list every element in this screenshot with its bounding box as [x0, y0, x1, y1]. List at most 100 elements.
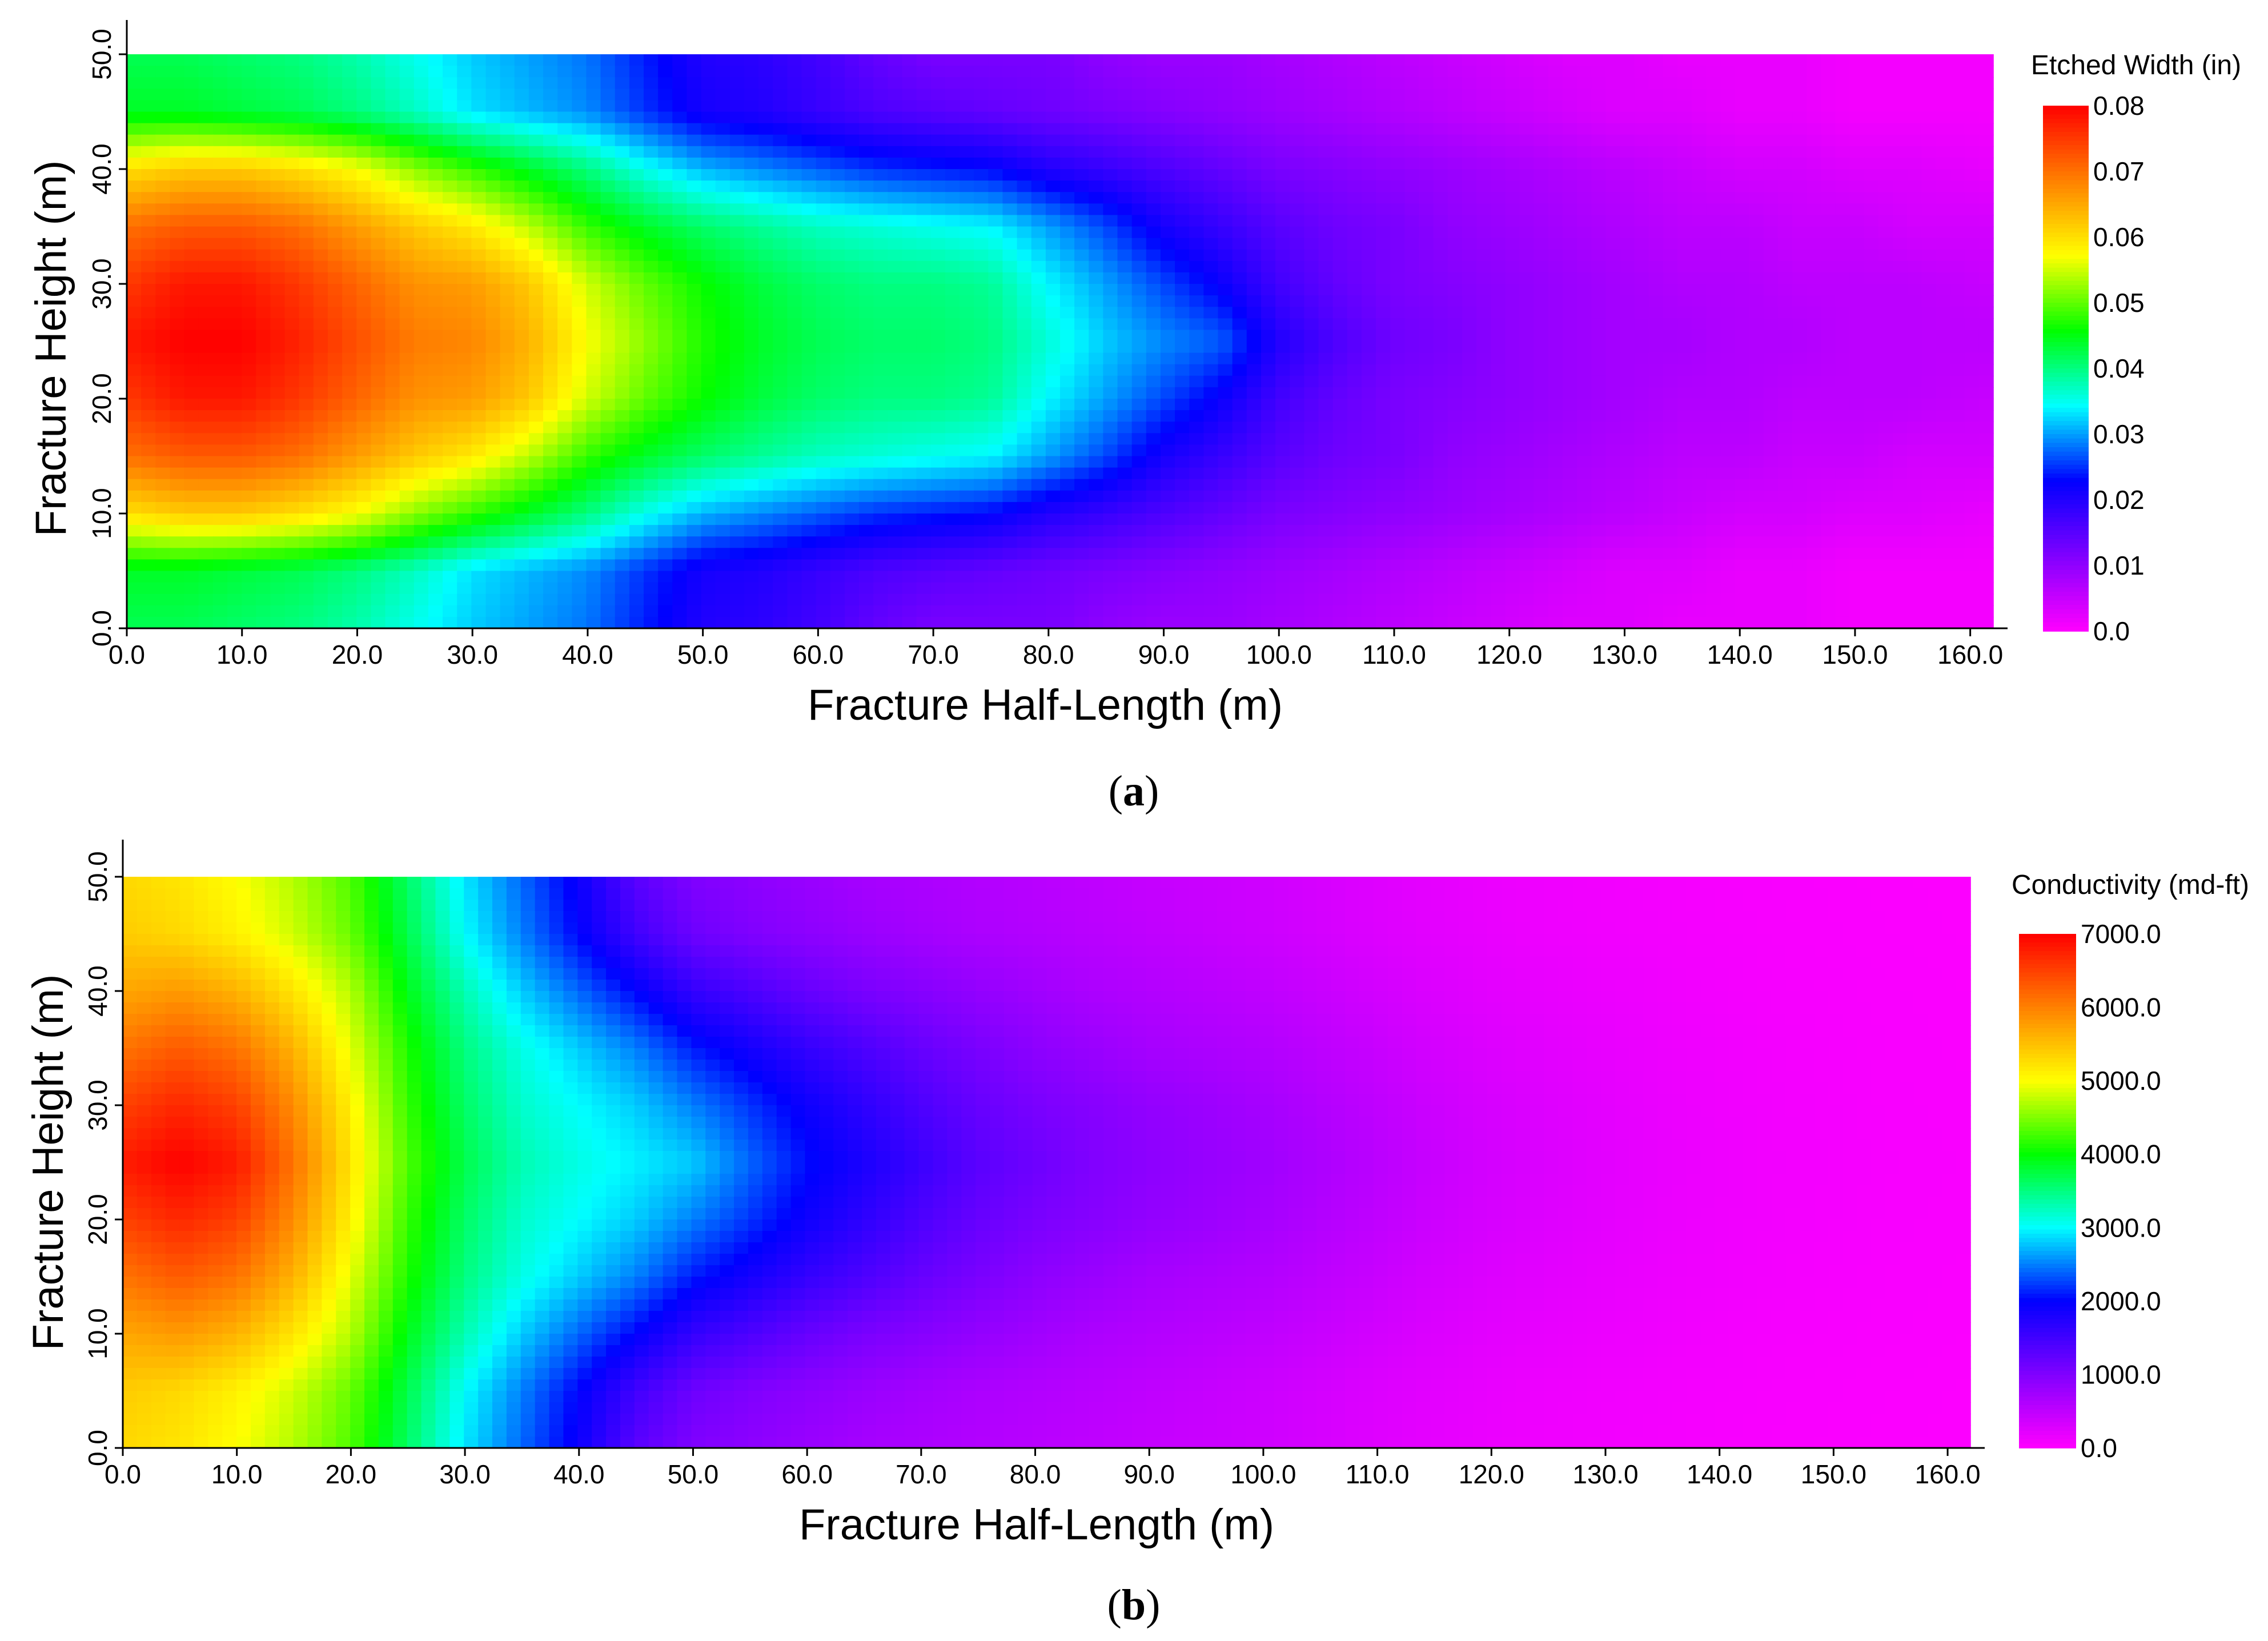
heatmap-cell: [1835, 318, 1850, 331]
heatmap-cell: [1907, 330, 1922, 342]
heatmap-cell: [1290, 444, 1305, 457]
heatmap-cell: [356, 352, 372, 365]
heatmap-cell: [414, 387, 429, 399]
heatmap-cell: [600, 192, 616, 204]
heatmap-cell: [1792, 89, 1807, 101]
heatmap-cell: [1491, 123, 1506, 135]
heatmap-cell: [428, 410, 443, 422]
heatmap-cell: [1893, 318, 1908, 331]
heatmap-cell: [1476, 100, 1491, 113]
heatmap-cell: [242, 295, 257, 307]
heatmap-cell: [1318, 111, 1334, 124]
heatmap-cell: [198, 479, 214, 491]
heatmap-cell: [1562, 238, 1577, 250]
heatmap-cell: [1576, 444, 1592, 457]
heatmap-cell: [1864, 422, 1879, 434]
heatmap-cell: [1332, 330, 1348, 342]
heatmap-cell: [1605, 77, 1621, 90]
heatmap-cell: [1404, 364, 1420, 376]
heatmap-cell: [615, 111, 630, 124]
heatmap-cell: [1232, 249, 1247, 262]
heatmap-cell: [1203, 433, 1219, 446]
heatmap-cell: [916, 284, 932, 296]
heatmap-cell: [1246, 123, 1262, 135]
heatmap-cell: [801, 284, 817, 296]
heatmap-cell: [1419, 479, 1434, 491]
heatmap-cell: [471, 456, 487, 468]
heatmap-cell: [1562, 479, 1577, 491]
heatmap-cell: [1692, 134, 1707, 147]
heatmap-cell: [572, 410, 587, 422]
heatmap-cell: [342, 433, 358, 446]
heatmap-cell: [1777, 192, 1793, 204]
heatmap-cell: [1476, 260, 1491, 273]
heatmap-cell: [1218, 260, 1233, 273]
heatmap-cell: [1936, 238, 1951, 250]
heatmap-cell: [1361, 249, 1376, 262]
heatmap-cell: [758, 134, 774, 147]
heatmap-cell: [284, 318, 300, 331]
heatmap-cell: [1332, 260, 1348, 273]
heatmap-cell: [572, 192, 587, 204]
heatmap-cell: [1849, 295, 1865, 307]
heatmap-cell: [1878, 192, 1893, 204]
heatmap-cell: [227, 422, 242, 434]
heatmap-cell: [1261, 330, 1276, 342]
heatmap-cell: [1347, 352, 1362, 365]
heatmap-cell: [1089, 272, 1104, 284]
heatmap-cell: [1893, 215, 1908, 227]
heatmap-cell: [485, 157, 501, 170]
heatmap-cell: [1763, 456, 1779, 468]
heatmap-cell: [1117, 111, 1133, 124]
heatmap-cell: [1835, 215, 1850, 227]
heatmap-cell: [859, 399, 874, 411]
heatmap-cell: [141, 307, 156, 319]
heatmap-cell: [443, 146, 457, 158]
heatmap-cell: [888, 203, 903, 216]
heatmap-cell: [1763, 375, 1779, 388]
heatmap-cell: [256, 295, 271, 307]
heatmap-cell: [1562, 111, 1577, 124]
heatmap-cell: [184, 66, 199, 78]
heatmap-cell: [414, 456, 429, 468]
heatmap-cell: [242, 433, 257, 446]
heatmap-cell: [1476, 284, 1491, 296]
heatmap-cell: [1131, 444, 1147, 457]
heatmap-cell: [1146, 157, 1161, 170]
heatmap-cell: [1849, 422, 1865, 434]
heatmap-cell: [170, 422, 185, 434]
heatmap-cell: [572, 352, 587, 365]
heatmap-cell: [198, 375, 214, 388]
heatmap-cell: [1807, 399, 1822, 411]
heatmap-cell: [629, 295, 644, 307]
heatmap-cell: [844, 422, 860, 434]
heatmap-cell: [284, 249, 300, 262]
heatmap-cell: [1160, 123, 1175, 135]
heatmap-cell: [687, 111, 702, 124]
heatmap-cell: [127, 330, 142, 342]
heatmap-cell: [1175, 89, 1190, 101]
heatmap-cell: [1404, 307, 1420, 319]
heatmap-cell: [787, 295, 802, 307]
heatmap-cell: [1893, 399, 1908, 411]
heatmap-cell: [1591, 456, 1607, 468]
heatmap-cell: [1821, 260, 1836, 273]
heatmap-cell: [859, 422, 874, 434]
heatmap-cell: [356, 100, 372, 113]
heatmap-cell: [744, 203, 759, 216]
heatmap-cell: [212, 284, 228, 296]
heatmap-cell: [371, 364, 386, 376]
heatmap-cell: [773, 54, 788, 66]
heatmap-cell: [299, 284, 314, 296]
heatmap-cell: [974, 123, 989, 135]
heatmap-cell: [1921, 226, 1937, 239]
heatmap-cell: [1849, 272, 1865, 284]
heatmap-cell: [227, 180, 242, 192]
heatmap-cell: [127, 66, 142, 78]
heatmap-cell: [687, 330, 702, 342]
heatmap-cell: [1175, 456, 1190, 468]
heatmap-cell: [643, 330, 659, 342]
heatmap-cell: [299, 318, 314, 331]
heatmap-cell: [1792, 203, 1807, 216]
heatmap-cell: [729, 318, 745, 331]
